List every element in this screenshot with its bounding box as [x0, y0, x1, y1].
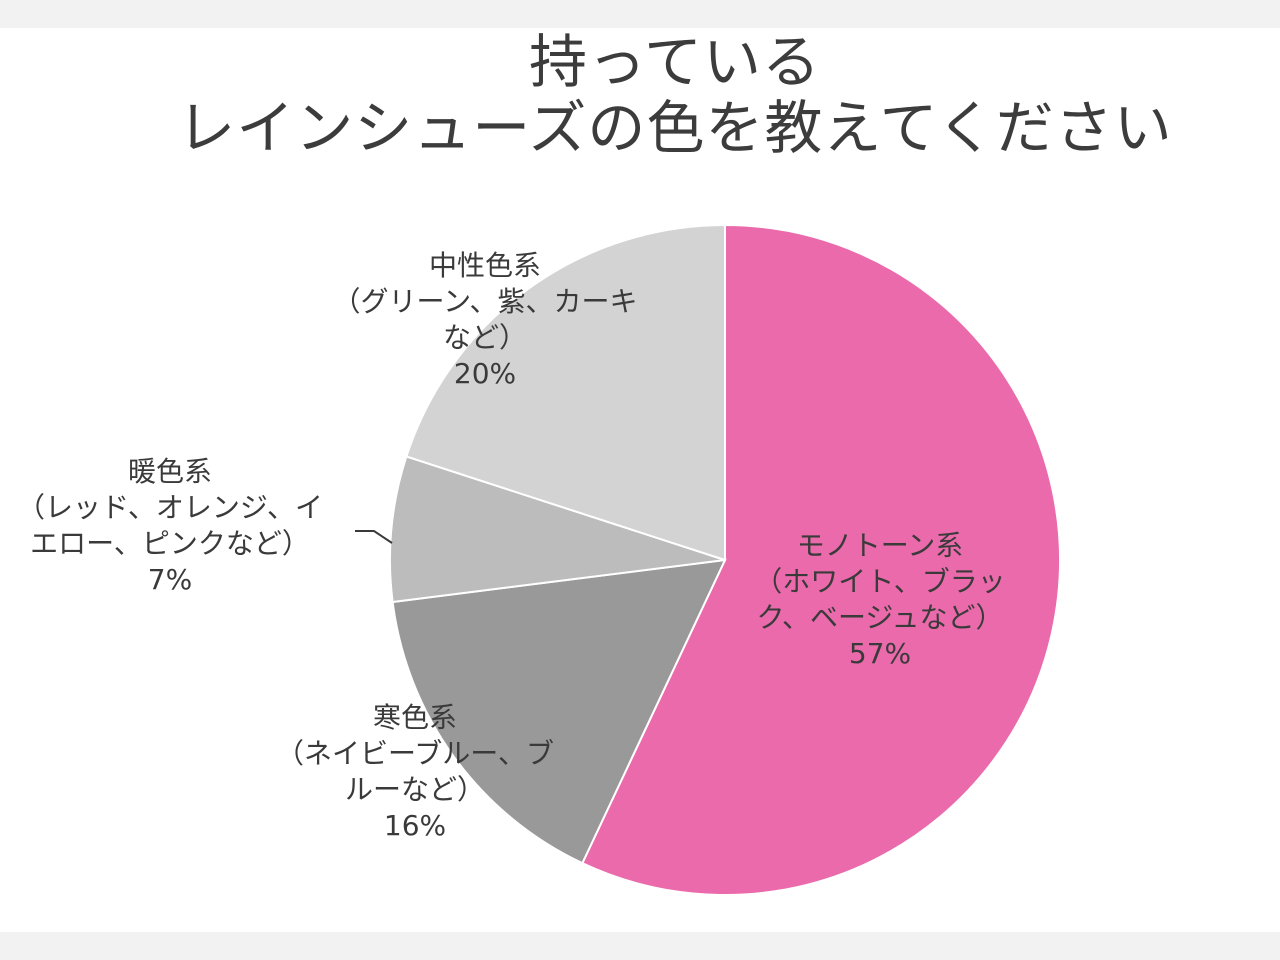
slice-label-cool: 寒色系 （ネイビーブルー、ブ ルーなど） 16%	[235, 700, 595, 844]
slice-percent-label: 57%	[848, 637, 912, 670]
chart-title-line-2: レインシューズの色を教えてください	[177, 94, 1173, 162]
slice-label-line: （レッド、オレンジ、イ	[16, 491, 324, 524]
slice-label-line: ルーなど）	[344, 773, 485, 806]
slice-percent-label: 7%	[147, 563, 193, 596]
slice-label-line: など）	[442, 321, 527, 354]
pie-slice-cool	[391, 558, 727, 865]
slice-percent-label: 20%	[453, 357, 517, 390]
slice-label-line: （ネイビーブルー、ブ	[275, 737, 555, 770]
pie-slice-warm	[389, 455, 726, 604]
slice-label-warm: 暖色系 （レッド、オレンジ、イ エロー、ピンクなど） 7%	[0, 454, 340, 598]
slice-label-line: 暖色系	[127, 455, 212, 488]
slice-label-line: （ホワイト、ブラッ	[754, 565, 1006, 598]
pie-slice-neutral	[405, 223, 726, 562]
slice-percent-label: 16%	[383, 809, 447, 842]
slice-label-line: ク、ベージュなど）	[756, 601, 1004, 634]
chart-title: 持っている レインシューズの色を教えてください	[0, 30, 1280, 160]
pie-slice-monotone	[581, 223, 1061, 896]
slice-label-monotone: モノトーン系 （ホワイト、ブラッ ク、ベージュなど） 57%	[730, 528, 1030, 672]
slice-label-line: 中性色系	[428, 249, 541, 282]
slice-label-line: 寒色系	[372, 701, 457, 734]
leader-line-warm	[355, 530, 393, 544]
chart-title-line-1: 持っている	[528, 28, 822, 96]
slice-label-neutral: 中性色系 （グリーン、紫、カーキ など） 20%	[300, 248, 670, 392]
slice-label-line: （グリーン、紫、カーキ	[332, 285, 638, 318]
chart-frame: 持っている レインシューズの色を教えてください モノトーン系 （ホワイト、ブラッ…	[0, 28, 1280, 932]
slice-label-line: モノトーン系	[796, 529, 964, 562]
pie-chart	[355, 223, 1061, 896]
slice-label-line: エロー、ピンクなど）	[30, 527, 310, 560]
